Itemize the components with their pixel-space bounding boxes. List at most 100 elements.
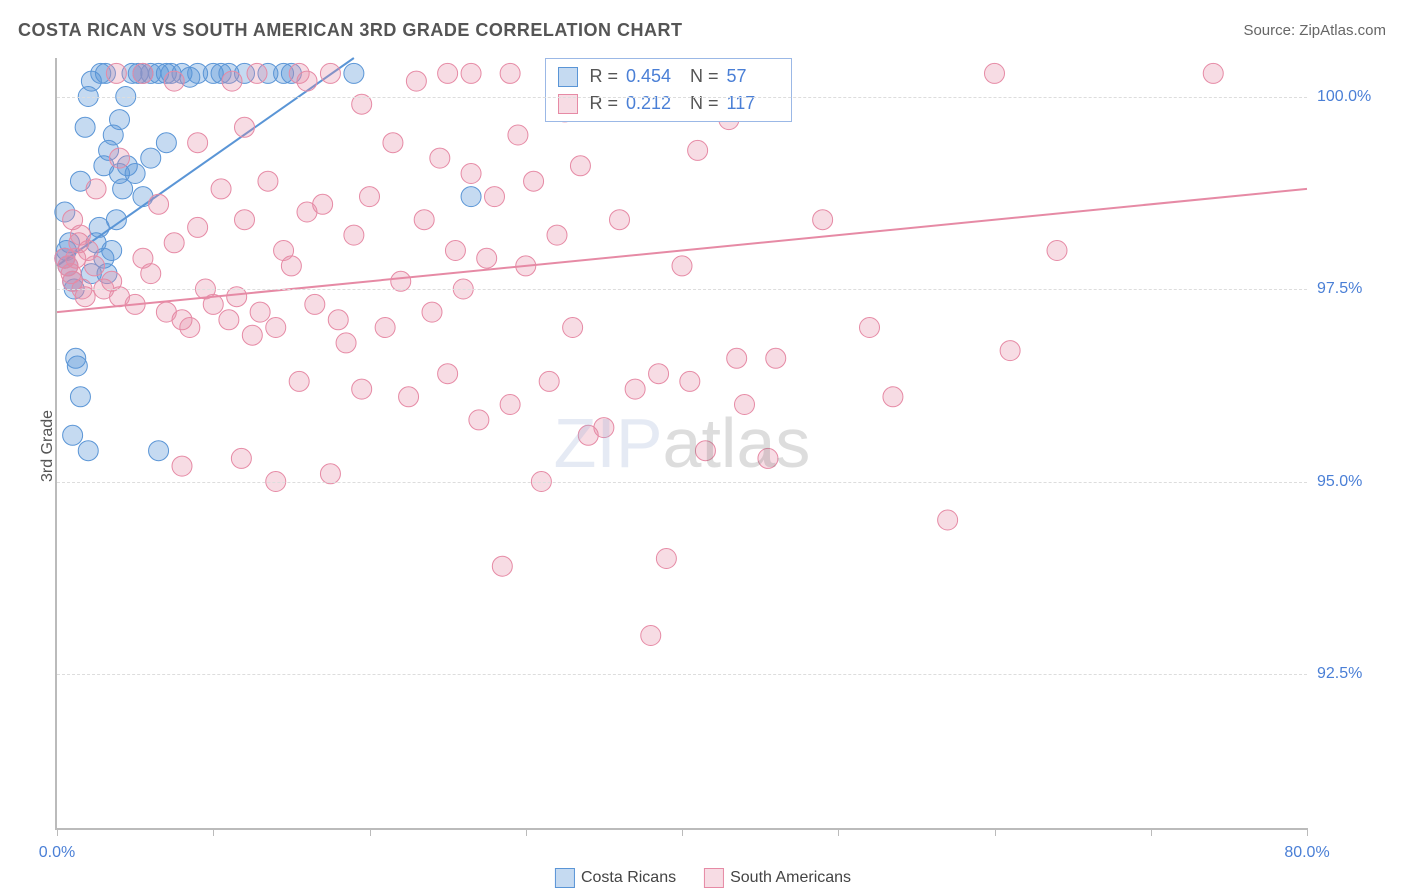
legend: Costa Ricans South Americans xyxy=(555,868,851,888)
scatter-point xyxy=(70,225,90,245)
stat-value-n: 57 xyxy=(727,63,779,90)
stats-box: R =0.454N =57R =0.212N =117 xyxy=(545,58,792,122)
scatter-point xyxy=(360,187,380,207)
legend-swatch xyxy=(704,868,724,888)
scatter-point xyxy=(75,117,95,137)
scatter-point xyxy=(688,140,708,160)
scatter-point xyxy=(125,164,145,184)
scatter-point xyxy=(219,310,239,330)
stats-swatch xyxy=(558,67,578,87)
scatter-point xyxy=(247,63,267,83)
legend-item: South Americans xyxy=(704,868,851,888)
stats-row: R =0.212N =117 xyxy=(558,90,779,117)
scatter-point xyxy=(430,148,450,168)
scatter-point xyxy=(149,194,169,214)
scatter-point xyxy=(656,549,676,569)
scatter-point xyxy=(625,379,645,399)
scatter-point xyxy=(102,241,122,261)
scatter-point xyxy=(211,179,231,199)
scatter-point xyxy=(78,441,98,461)
scatter-point xyxy=(539,371,559,391)
gridline-h xyxy=(57,482,1307,483)
scatter-point xyxy=(641,626,661,646)
scatter-point xyxy=(180,318,200,338)
x-tick-label: 80.0% xyxy=(1284,844,1329,862)
x-tick xyxy=(370,828,372,836)
scatter-point xyxy=(406,71,426,91)
scatter-point xyxy=(461,164,481,184)
trend-line xyxy=(57,189,1307,312)
scatter-point xyxy=(883,387,903,407)
y-tick-label: 97.5% xyxy=(1317,280,1387,298)
scatter-point xyxy=(492,556,512,576)
scatter-point xyxy=(445,241,465,261)
x-tick xyxy=(682,828,684,836)
scatter-point xyxy=(86,179,106,199)
scatter-point xyxy=(231,448,251,468)
scatter-point xyxy=(289,63,309,83)
scatter-point xyxy=(414,210,434,230)
scatter-point xyxy=(438,63,458,83)
x-tick-label: 0.0% xyxy=(39,844,75,862)
scatter-point xyxy=(485,187,505,207)
scatter-point xyxy=(649,364,669,384)
gridline-h xyxy=(57,674,1307,675)
scatter-point xyxy=(594,418,614,438)
scatter-point xyxy=(477,248,497,268)
scatter-point xyxy=(141,148,161,168)
scatter-point xyxy=(399,387,419,407)
scatter-point xyxy=(266,318,286,338)
scatter-point xyxy=(235,210,255,230)
scatter-point xyxy=(1203,63,1223,83)
stat-label-n: N = xyxy=(690,90,719,117)
scatter-point xyxy=(70,387,90,407)
scatter-point xyxy=(375,318,395,338)
x-tick xyxy=(57,828,59,836)
scatter-point xyxy=(758,448,778,468)
scatter-point xyxy=(461,187,481,207)
scatter-point xyxy=(156,133,176,153)
y-tick-label: 95.0% xyxy=(1317,473,1387,491)
scatter-point xyxy=(110,110,130,130)
y-tick-label: 92.5% xyxy=(1317,665,1387,683)
stat-value-n: 117 xyxy=(727,90,779,117)
scatter-point xyxy=(63,425,83,445)
scatter-point xyxy=(313,194,333,214)
y-tick-label: 100.0% xyxy=(1317,88,1387,106)
scatter-point xyxy=(344,225,364,245)
scatter-point xyxy=(500,395,520,415)
scatter-point xyxy=(289,371,309,391)
scatter-point xyxy=(985,63,1005,83)
x-tick xyxy=(1151,828,1153,836)
scatter-point xyxy=(524,171,544,191)
source-attribution: Source: ZipAtlas.com xyxy=(1243,22,1386,39)
legend-item: Costa Ricans xyxy=(555,868,676,888)
scatter-point xyxy=(547,225,567,245)
scatter-point xyxy=(352,379,372,399)
scatter-point xyxy=(164,71,184,91)
scatter-point xyxy=(695,441,715,461)
scatter-point xyxy=(250,302,270,322)
scatter-point xyxy=(222,71,242,91)
scatter-point xyxy=(680,371,700,391)
scatter-point xyxy=(258,171,278,191)
scatter-point xyxy=(610,210,630,230)
x-tick xyxy=(213,828,215,836)
scatter-point xyxy=(570,156,590,176)
scatter-point xyxy=(461,63,481,83)
gridline-h xyxy=(57,97,1307,98)
plot-area: ZIPatlas R =0.454N =57R =0.212N =117 92.… xyxy=(55,58,1307,830)
scatter-point xyxy=(344,63,364,83)
stat-label-r: R = xyxy=(590,90,619,117)
x-tick xyxy=(1307,828,1309,836)
scatter-point xyxy=(766,348,786,368)
scatter-point xyxy=(172,456,192,476)
scatter-point xyxy=(141,264,161,284)
scatter-point xyxy=(188,217,208,237)
scatter-point xyxy=(336,333,356,353)
stats-row: R =0.454N =57 xyxy=(558,63,779,90)
scatter-point xyxy=(281,256,301,276)
scatter-point xyxy=(500,63,520,83)
scatter-point xyxy=(563,318,583,338)
scatter-point xyxy=(1047,241,1067,261)
